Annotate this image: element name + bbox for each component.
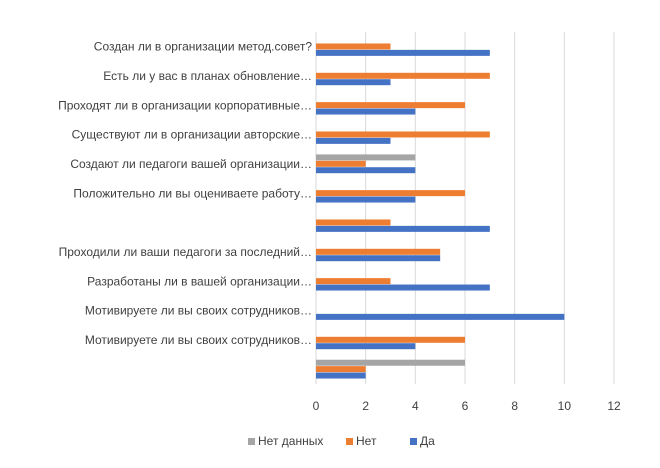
bar: [316, 79, 391, 86]
bar: [316, 278, 391, 285]
x-tick-label: 0: [313, 399, 320, 413]
legend-swatch: [346, 438, 353, 445]
bar: [316, 160, 366, 167]
bar: [316, 43, 391, 50]
bar: [316, 336, 465, 343]
bar: [316, 167, 416, 174]
x-tick-label: 8: [511, 399, 518, 413]
bar: [316, 343, 416, 350]
bar: [316, 154, 416, 161]
legend-label: Да: [420, 434, 435, 448]
category-label: Проходили ли ваши педагоги за последний…: [59, 245, 312, 259]
bar: [316, 137, 391, 144]
legend-label: Нет: [356, 434, 377, 448]
bar: [316, 313, 565, 320]
legend-label: Нет данных: [258, 434, 323, 448]
bar: [316, 196, 416, 203]
gridlines: [315, 32, 615, 384]
x-tick-label: 12: [607, 399, 621, 413]
bar: [316, 359, 465, 366]
x-tick-labels: 0 2 4 6 8 10 12: [313, 399, 621, 413]
x-tick-label: 4: [412, 399, 419, 413]
bar: [316, 219, 391, 226]
legend-swatch: [248, 438, 255, 445]
bar: [316, 131, 490, 138]
bar: [316, 72, 490, 79]
category-label: Положительно ли вы оцениваете работу…: [73, 186, 312, 200]
bar: [316, 225, 490, 232]
category-label: Есть ли у вас в планах обновление…: [103, 69, 312, 83]
bar: [316, 190, 465, 197]
category-label: Создают ли педагоги вашей организации…: [70, 157, 312, 171]
category-label: Создан ли в организации метод.совет?: [94, 40, 313, 54]
bar: [316, 108, 416, 115]
bars: [316, 43, 565, 379]
category-label: Существуют ли в организации авторские…: [72, 128, 312, 142]
bar: [316, 248, 441, 255]
category-labels: Создан ли в организации метод.совет? Есть…: [58, 40, 312, 347]
x-tick-label: 2: [362, 399, 369, 413]
bar: [316, 49, 490, 56]
legend: Нет данных Нет Да: [248, 434, 435, 448]
bar: [316, 255, 441, 262]
category-label: Мотивируете ли вы своих сотрудников…: [85, 333, 312, 347]
x-tick-label: 10: [558, 399, 572, 413]
bar: [316, 372, 366, 379]
category-label: Проходят ли в организации корпоративные…: [58, 98, 312, 112]
bar: [316, 102, 465, 109]
bar: [316, 284, 490, 291]
category-label: Разработаны ли в вашей организации…: [87, 274, 312, 288]
bar: [316, 366, 366, 373]
legend-swatch: [410, 438, 417, 445]
category-label: Мотивируете ли вы своих сотрудников…: [85, 304, 312, 318]
x-tick-label: 6: [462, 399, 469, 413]
